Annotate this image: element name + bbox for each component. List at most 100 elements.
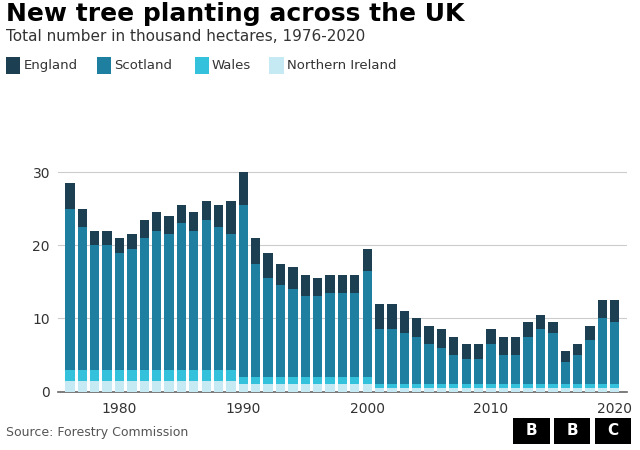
Bar [251,238,260,264]
Bar [77,209,87,227]
Bar [239,384,248,392]
Bar [610,300,620,322]
Bar [610,388,620,392]
Bar [499,355,508,384]
Bar [524,384,532,388]
Bar [375,388,384,392]
Bar [313,377,323,384]
Bar [437,347,446,384]
Bar [90,245,99,369]
Bar [486,388,495,392]
FancyBboxPatch shape [554,418,591,444]
Bar [301,274,310,297]
Bar [115,252,124,369]
Bar [561,351,570,362]
Bar [586,326,595,340]
Bar [115,381,124,392]
Bar [486,344,495,384]
Bar [90,230,99,245]
Bar [77,381,87,392]
FancyBboxPatch shape [595,418,631,444]
Bar [461,384,471,388]
Bar [449,337,458,355]
Text: Total number in thousand hectares, 1976-2020: Total number in thousand hectares, 1976-… [6,29,365,44]
Text: B: B [525,423,537,438]
Text: C: C [607,423,618,438]
Bar [313,278,323,297]
Bar [189,212,198,230]
Bar [251,384,260,392]
Bar [412,319,421,337]
Bar [598,319,607,384]
Bar [449,384,458,388]
Bar [338,274,347,293]
Bar [140,220,149,238]
FancyBboxPatch shape [513,418,550,444]
Bar [474,388,483,392]
Text: England: England [24,59,78,72]
Bar [573,388,582,392]
Bar [152,212,161,230]
Bar [301,377,310,384]
Bar [586,388,595,392]
Bar [399,311,409,333]
Bar [486,384,495,388]
Bar [227,369,236,381]
Bar [586,384,595,388]
Bar [350,293,360,377]
Bar [227,202,236,234]
Bar [511,355,520,384]
Bar [536,384,545,388]
Bar [362,384,372,392]
Bar [338,384,347,392]
Bar [313,384,323,392]
Bar [499,384,508,388]
Bar [461,344,471,359]
Bar [276,285,285,377]
Text: Wales: Wales [212,59,251,72]
Bar [115,238,124,252]
Bar [102,369,112,381]
Bar [301,384,310,392]
Bar [239,172,248,205]
Bar [177,381,186,392]
Bar [65,369,75,381]
Bar [424,384,434,388]
Bar [511,337,520,355]
Bar [164,234,173,369]
Bar [127,234,136,249]
Bar [412,337,421,384]
Bar [350,377,360,384]
Bar [399,333,409,384]
Bar [140,381,149,392]
Bar [338,377,347,384]
Bar [524,337,532,384]
Bar [127,249,136,369]
Bar [561,384,570,388]
Bar [140,369,149,381]
Text: Northern Ireland: Northern Ireland [287,59,396,72]
Bar [338,293,347,377]
Bar [177,205,186,223]
Bar [227,234,236,369]
Bar [524,322,532,337]
Bar [325,293,335,377]
Bar [350,384,360,392]
Bar [536,388,545,392]
Bar [276,377,285,384]
Bar [610,384,620,388]
Bar [288,289,298,377]
Bar [424,344,434,384]
Bar [202,220,211,369]
Bar [239,205,248,377]
Bar [264,384,273,392]
Bar [164,216,173,234]
Bar [325,384,335,392]
Bar [115,369,124,381]
Bar [387,329,397,384]
Bar [424,326,434,344]
Bar [288,377,298,384]
Bar [325,274,335,293]
Bar [412,388,421,392]
Bar [313,297,323,377]
